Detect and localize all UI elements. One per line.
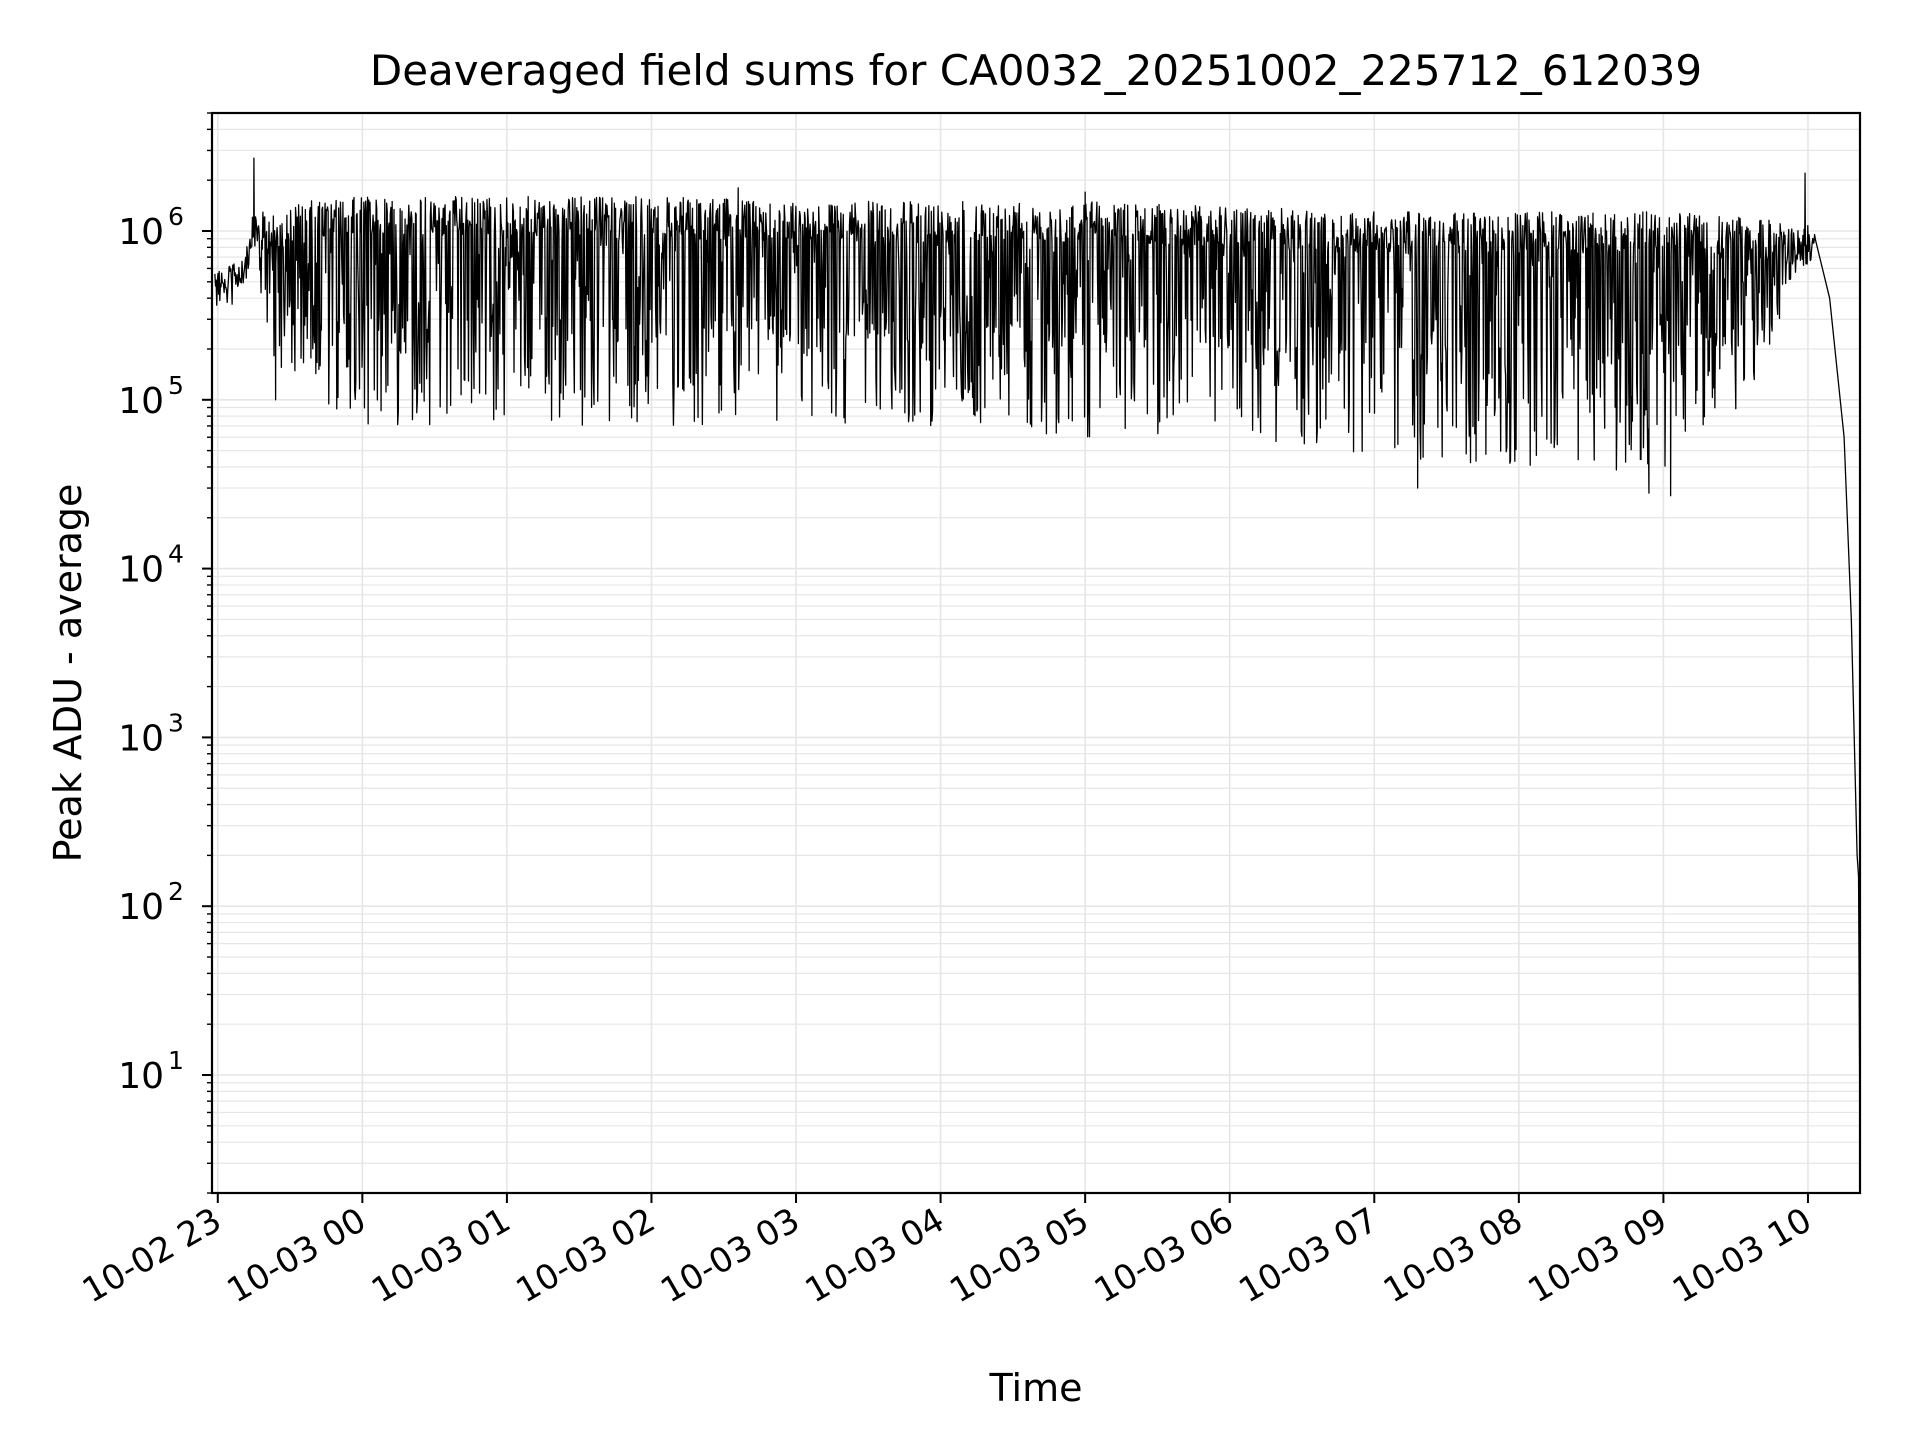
y-tick-label: 10 [118, 381, 164, 422]
y-tick-exponent: 5 [168, 371, 184, 400]
y-tick-exponent: 2 [168, 877, 184, 906]
y-tick-label: 10 [118, 718, 164, 759]
x-tick-label: 10-03 05 [943, 1200, 1095, 1311]
y-axis-label: Peak ADU - average [46, 483, 90, 863]
y-tick-exponent: 4 [168, 540, 184, 569]
y-tick-label: 10 [118, 212, 164, 253]
x-tick-label: 10-03 07 [1232, 1200, 1384, 1311]
plot-area-frame [210, 111, 1862, 1195]
y-tick-exponent: 6 [168, 202, 184, 231]
x-tick-label: 10-03 09 [1522, 1200, 1674, 1311]
chart-title: Deaveraged field sums for CA0032_2025100… [369, 46, 1703, 95]
x-tick-label: 10-03 01 [365, 1200, 517, 1311]
data-series-line [214, 157, 1861, 1143]
x-tick-label: 10-03 00 [220, 1200, 372, 1311]
x-tick-label: 10-02 23 [76, 1200, 228, 1311]
x-tick-label: 10-03 10 [1666, 1200, 1818, 1311]
x-tick-label: 10-03 03 [654, 1200, 806, 1311]
y-tick-exponent: 3 [168, 708, 184, 737]
y-tick-exponent: 1 [168, 1046, 184, 1075]
y-tick-label: 10 [118, 887, 164, 928]
x-tick-label: 10-03 04 [799, 1200, 951, 1311]
y-tick-label: 10 [118, 550, 164, 591]
x-axis-label: Time [989, 1366, 1083, 1410]
x-tick-label: 10-03 02 [510, 1200, 662, 1311]
y-tick-label: 10 [118, 1056, 164, 1097]
x-tick-label: 10-03 06 [1088, 1200, 1240, 1311]
x-tick-label: 10-03 08 [1377, 1200, 1529, 1311]
series-group [214, 157, 1861, 1143]
